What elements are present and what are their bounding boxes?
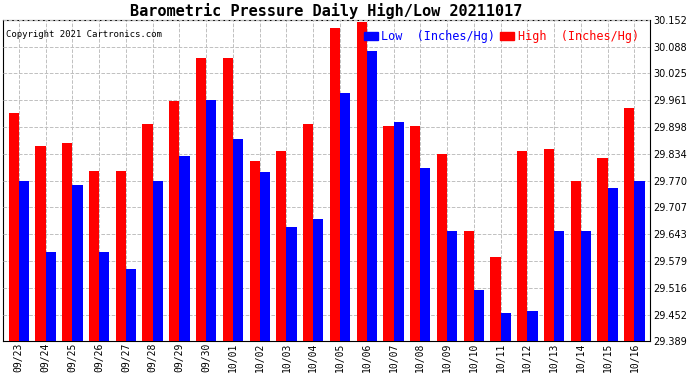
Bar <box>250 161 259 342</box>
Bar <box>179 156 190 342</box>
Bar <box>447 231 457 342</box>
Bar <box>554 231 564 342</box>
Bar <box>340 93 350 342</box>
Title: Barometric Pressure Daily High/Low 20211017: Barometric Pressure Daily High/Low 20211… <box>130 3 523 19</box>
Bar <box>46 252 56 342</box>
Bar <box>19 182 29 342</box>
Bar <box>276 152 286 342</box>
Bar <box>72 185 83 342</box>
Bar <box>393 122 404 342</box>
Bar <box>608 188 618 342</box>
Bar <box>142 124 152 342</box>
Bar <box>544 149 554 342</box>
Bar <box>518 152 527 342</box>
Bar <box>330 27 340 342</box>
Bar <box>196 58 206 342</box>
Bar <box>527 311 538 342</box>
Bar <box>99 252 109 342</box>
Bar <box>357 22 367 342</box>
Bar <box>313 219 324 342</box>
Bar <box>286 227 297 342</box>
Bar <box>233 139 243 342</box>
Bar <box>116 171 126 342</box>
Bar <box>464 231 474 342</box>
Bar <box>474 291 484 342</box>
Bar <box>634 182 644 342</box>
Bar <box>367 51 377 342</box>
Bar <box>89 171 99 342</box>
Bar <box>206 100 217 342</box>
Bar <box>581 231 591 342</box>
Bar <box>491 257 500 342</box>
Bar <box>384 126 393 342</box>
Bar <box>303 124 313 342</box>
Bar <box>126 269 136 342</box>
Bar <box>35 146 46 342</box>
Bar <box>420 168 431 342</box>
Bar <box>169 101 179 342</box>
Bar <box>437 154 447 342</box>
Bar <box>62 143 72 342</box>
Bar <box>152 182 163 342</box>
Bar <box>223 58 233 342</box>
Bar <box>500 313 511 342</box>
Bar <box>571 181 581 342</box>
Text: Copyright 2021 Cartronics.com: Copyright 2021 Cartronics.com <box>6 30 162 39</box>
Bar <box>624 108 634 342</box>
Bar <box>598 158 608 342</box>
Bar <box>410 126 420 342</box>
Bar <box>259 172 270 342</box>
Bar <box>9 114 19 342</box>
Legend: Low  (Inches/Hg), High  (Inches/Hg): Low (Inches/Hg), High (Inches/Hg) <box>362 27 641 45</box>
